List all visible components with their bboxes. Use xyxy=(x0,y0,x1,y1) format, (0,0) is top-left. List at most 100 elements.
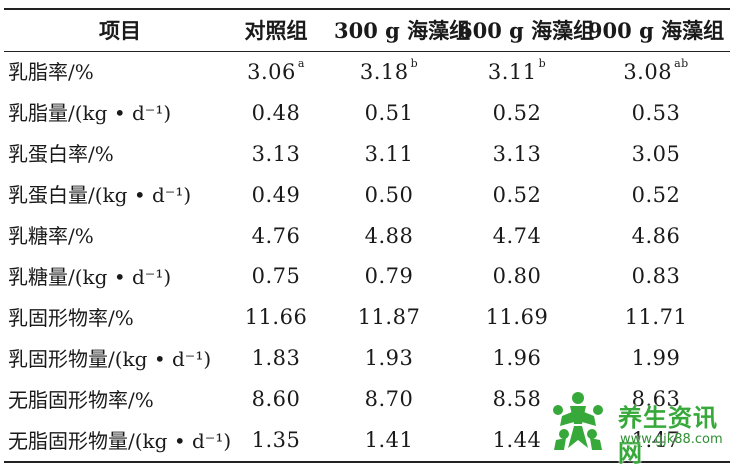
row-value: 1.47 xyxy=(586,430,726,451)
row-value: 1.96 xyxy=(458,348,576,369)
value-text: 3.13 xyxy=(492,141,542,166)
header-item: 项目 xyxy=(99,18,141,43)
value-text: 1.83 xyxy=(251,346,301,371)
row-label: 乳糖量/(kg • d⁻¹) xyxy=(8,264,172,289)
significance-superscript: b xyxy=(410,56,419,70)
row-value: 1.99 xyxy=(586,348,726,369)
table-row: 乳固形物量/(kg • d⁻¹) 1.83 1.93 1.96 1.99 xyxy=(0,338,736,379)
row-value: 11.71 xyxy=(586,307,726,328)
row-value: 0.79 xyxy=(334,266,444,287)
significance-superscript: ab xyxy=(674,56,689,70)
value-text: 1.35 xyxy=(251,428,301,453)
row-value: 0.52 xyxy=(458,100,576,125)
value-text: 4.88 xyxy=(364,223,414,248)
watermark-url: www.gjk88.com xyxy=(620,432,723,447)
row-value: 1.41 xyxy=(334,430,444,451)
value-text: 4.76 xyxy=(251,223,301,248)
table-header-rule xyxy=(4,51,730,52)
table-row: 乳蛋白量/(kg • d⁻¹) 0.49 0.50 0.52 0.52 xyxy=(0,175,736,216)
value-text: 0.52 xyxy=(492,182,542,207)
row-value: 0.52 xyxy=(458,182,576,207)
row-label: 乳蛋白量/(kg • d⁻¹) xyxy=(8,183,192,208)
watermark-logo-icon xyxy=(553,392,603,450)
value-text: 1.47 xyxy=(631,428,681,453)
value-text: 3.05 xyxy=(631,141,681,166)
row-label: 乳脂量/(kg • d⁻¹) xyxy=(8,101,172,126)
watermark: 养生资讯网 www.gjk88.com xyxy=(548,390,732,467)
row-value: 0.52 xyxy=(586,182,726,207)
value-text: 11.69 xyxy=(485,305,549,330)
value-text: 0.80 xyxy=(492,264,542,289)
row-value: 3.18 b xyxy=(334,58,444,84)
row-value: 4.88 xyxy=(334,223,444,248)
value-text: 11.87 xyxy=(357,305,421,330)
row-label: 乳固形物量/(kg • d⁻¹) xyxy=(8,346,212,371)
value-text: 8.70 xyxy=(364,387,414,412)
row-value: 0.51 xyxy=(334,100,444,125)
row-label: 乳固形物率/% xyxy=(8,305,134,330)
row-value: 3.08 ab xyxy=(586,58,726,83)
table-row: 乳糖量/(kg • d⁻¹) 0.75 0.79 0.80 0.83 xyxy=(0,257,736,298)
value-text: 1.41 xyxy=(364,428,414,453)
value-text: 0.49 xyxy=(251,182,301,207)
value-text: 0.79 xyxy=(364,264,414,289)
row-label: 无脂固形物量/(kg • d⁻¹) xyxy=(8,428,232,453)
value-text: 0.48 xyxy=(251,100,301,125)
row-value: 11.87 xyxy=(334,307,444,328)
row-value: 3.11 xyxy=(334,143,444,165)
row-value: 3.13 xyxy=(458,141,576,166)
table-bottom-rule xyxy=(4,461,730,463)
value-text: 0.52 xyxy=(631,182,681,207)
significance-superscript: a xyxy=(297,56,305,70)
row-value: 4.86 xyxy=(586,223,726,248)
row-value: 0.48 xyxy=(226,100,326,125)
header-900g-group: 900 g 海藻组 xyxy=(587,18,725,43)
header-300g-group: 300 g 海藻组 xyxy=(334,18,471,43)
row-value: 8.60 xyxy=(226,389,326,410)
row-value: 11.69 xyxy=(458,307,576,328)
row-value: 0.83 xyxy=(586,266,726,287)
value-text: 3.18 xyxy=(359,59,409,84)
table-row: 无脂固形物率/% 8.60 8.70 8.58 8.63 xyxy=(0,379,736,420)
value-text: 3.11 xyxy=(487,59,537,84)
value-text: 0.52 xyxy=(492,100,542,125)
row-value: 4.76 xyxy=(226,223,326,248)
table-row: 乳蛋白率/% 3.13 3.11 3.13 3.05 xyxy=(0,134,736,175)
value-text: 8.60 xyxy=(251,387,301,412)
value-text: 0.53 xyxy=(631,100,681,125)
value-text: 4.74 xyxy=(492,223,542,248)
value-text: 0.75 xyxy=(251,264,301,289)
row-label: 乳脂率/% xyxy=(8,60,94,85)
row-label: 乳糖率/% xyxy=(8,224,94,249)
table-row: 乳脂率/% 3.06 a 3.18 b 3.11 b 3.08 ab xyxy=(0,52,736,93)
value-text: 4.86 xyxy=(631,223,681,248)
row-value: 1.44 xyxy=(458,430,576,451)
table-top-rule xyxy=(4,8,730,10)
value-text: 0.51 xyxy=(364,100,414,125)
value-text: 0.83 xyxy=(631,264,681,289)
value-text: 3.06 xyxy=(247,59,296,84)
significance-superscript: b xyxy=(538,56,547,70)
row-value: 1.35 xyxy=(226,430,326,451)
row-value: 8.70 xyxy=(334,389,444,410)
watermark-title: 养生资讯网 xyxy=(618,404,718,467)
value-text: 8.58 xyxy=(492,387,542,412)
row-value: 0.75 xyxy=(226,266,326,287)
row-value: 3.11 b xyxy=(458,58,576,84)
row-value: 0.50 xyxy=(334,184,444,206)
row-value: 11.66 xyxy=(226,307,326,328)
row-value: 4.74 xyxy=(458,223,576,248)
header-control-group: 对照组 xyxy=(244,18,308,43)
header-600g-group: 600 g 海藻组 xyxy=(458,18,595,43)
value-text: 11.71 xyxy=(624,305,688,330)
table-row: 乳固形物率/% 11.66 11.87 11.69 11.71 xyxy=(0,297,736,338)
row-value: 8.63 xyxy=(586,389,726,410)
value-text: 8.63 xyxy=(631,387,681,412)
table-header-row: 项目 对照组 300 g 海藻组 600 g 海藻组 900 g 海藻组 xyxy=(0,10,736,51)
value-text: 1.44 xyxy=(492,428,542,453)
value-text: 11.66 xyxy=(244,305,308,330)
row-value: 0.49 xyxy=(226,182,326,207)
row-label: 乳蛋白率/% xyxy=(8,142,114,167)
table-row: 无脂固形物量/(kg • d⁻¹) 1.35 1.41 1.44 1.47 xyxy=(0,420,736,461)
